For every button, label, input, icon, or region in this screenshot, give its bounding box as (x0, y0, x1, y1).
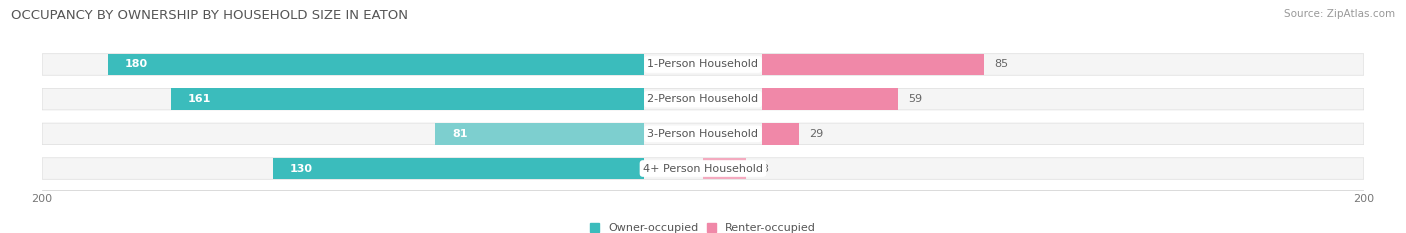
Text: 59: 59 (908, 94, 922, 104)
Text: 13: 13 (756, 164, 770, 174)
Text: 3-Person Household: 3-Person Household (648, 129, 758, 139)
Bar (762, 54, 984, 75)
Text: 1-Person Household: 1-Person Household (648, 59, 758, 69)
Bar (108, 54, 644, 75)
Text: Source: ZipAtlas.com: Source: ZipAtlas.com (1284, 9, 1395, 19)
Bar (703, 158, 747, 179)
Bar (172, 88, 644, 110)
FancyBboxPatch shape (42, 123, 1364, 145)
Text: 29: 29 (808, 129, 823, 139)
Bar (762, 123, 799, 145)
FancyBboxPatch shape (42, 54, 1364, 75)
Bar (273, 158, 644, 179)
Bar (436, 123, 644, 145)
Legend: Owner-occupied, Renter-occupied: Owner-occupied, Renter-occupied (591, 223, 815, 233)
Text: 161: 161 (187, 94, 211, 104)
Text: 81: 81 (451, 129, 467, 139)
FancyBboxPatch shape (42, 88, 1364, 110)
Text: 4+ Person Household: 4+ Person Household (643, 164, 763, 174)
FancyBboxPatch shape (42, 158, 1364, 179)
Bar (762, 88, 898, 110)
Text: 180: 180 (125, 59, 148, 69)
Text: 130: 130 (290, 164, 314, 174)
Text: 2-Person Household: 2-Person Household (647, 94, 759, 104)
Text: OCCUPANCY BY OWNERSHIP BY HOUSEHOLD SIZE IN EATON: OCCUPANCY BY OWNERSHIP BY HOUSEHOLD SIZE… (11, 9, 408, 22)
Text: 85: 85 (994, 59, 1008, 69)
